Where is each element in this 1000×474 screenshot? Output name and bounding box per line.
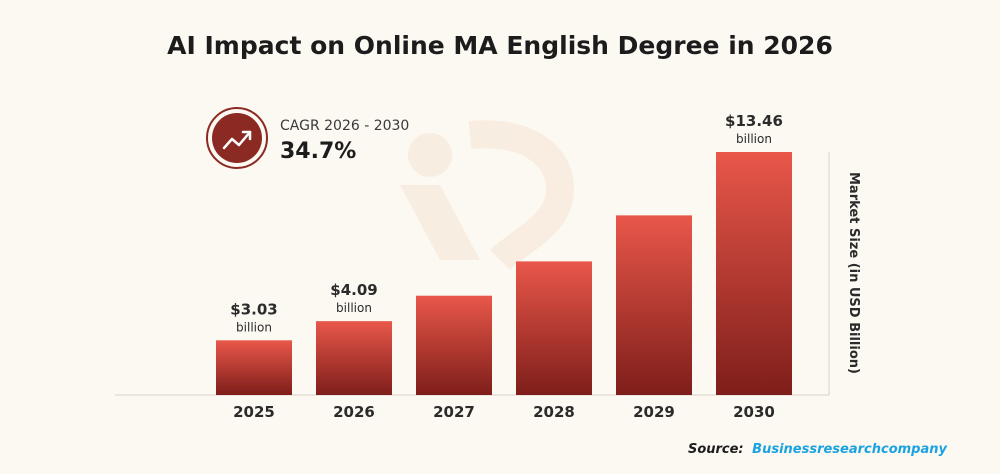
x-tick-2027: 2027	[433, 403, 475, 421]
cagr-badge-ring	[206, 107, 268, 169]
data-label-value-2026: $4.09	[330, 281, 377, 299]
y-axis-label: Market Size (in USD Billion)	[846, 172, 861, 374]
cagr-badge-fill	[212, 113, 262, 163]
data-label-unit-2030: billion	[736, 132, 772, 146]
bars	[216, 152, 792, 395]
data-label-unit-2026: billion	[336, 301, 372, 315]
source-prefix: Source:	[688, 442, 744, 457]
bar-2030	[716, 152, 792, 395]
data-labels: $3.03 billion $4.09 billion $13.46 billion	[230, 112, 783, 334]
x-tick-2025: 2025	[233, 403, 275, 421]
cagr-value: 34.7%	[280, 139, 356, 164]
bar-2028	[516, 261, 592, 395]
source-name: Businessresearchcompany	[752, 442, 947, 457]
data-label-unit-2025: billion	[236, 320, 272, 334]
x-tick-2026: 2026	[333, 403, 375, 421]
cagr-badge: CAGR 2026 - 2030 34.7%	[206, 107, 409, 169]
bar-2029	[616, 215, 692, 395]
cagr-label: CAGR 2026 - 2030	[280, 118, 409, 134]
x-ticks: 2025 2026 2027 2028 2029 2030	[233, 403, 775, 421]
data-label-value-2030: $13.46	[725, 112, 783, 130]
source-note: Source: Businessresearchcompany	[688, 442, 948, 457]
trend-up-icon	[222, 130, 252, 150]
bar-2027	[416, 295, 492, 395]
x-tick-2028: 2028	[533, 403, 575, 421]
bar-2025	[216, 340, 292, 395]
x-tick-2029: 2029	[633, 403, 675, 421]
data-label-value-2025: $3.03	[230, 300, 277, 318]
x-tick-2030: 2030	[733, 403, 775, 421]
bar-2026	[316, 321, 392, 395]
chart-title: AI Impact on Online MA English Degree in…	[167, 31, 833, 60]
watermark	[400, 120, 575, 271]
